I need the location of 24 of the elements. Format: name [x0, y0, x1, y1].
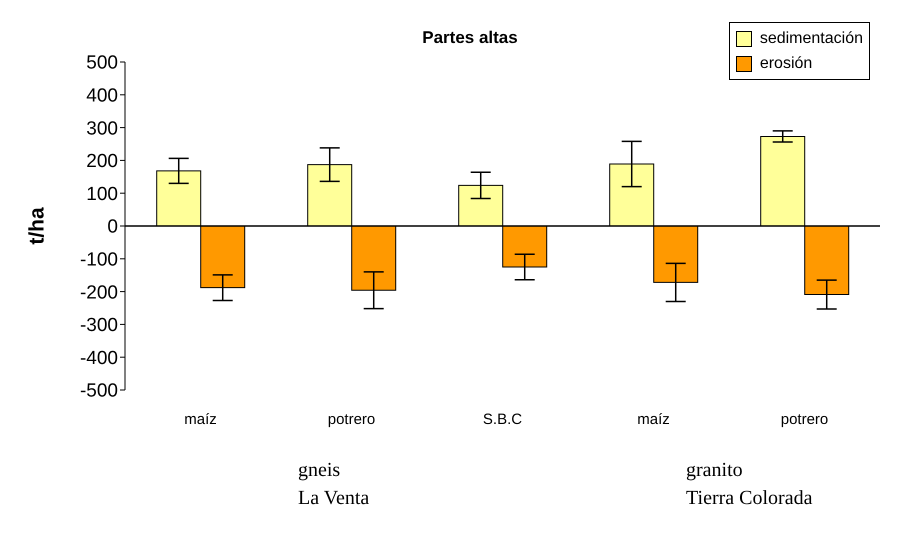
y-tick-label: -300	[80, 315, 118, 336]
legend-label: sedimentación	[760, 30, 863, 48]
y-tick-label: -100	[80, 250, 118, 271]
y-axis-title: t/ha	[25, 207, 48, 245]
text: gneis	[298, 459, 340, 482]
y-tick-label: 500	[86, 52, 118, 74]
y-tick-label: 300	[86, 118, 118, 140]
y-tick-label: -200	[80, 282, 118, 304]
y-tick-label: -400	[80, 348, 118, 369]
y-tick-label: -500	[80, 380, 118, 402]
x-tick-label: S.B.C	[482, 411, 522, 428]
text: La Venta	[298, 487, 370, 510]
text: granito	[686, 459, 743, 482]
x-tick-label: maíz	[637, 411, 670, 428]
y-tick-label: 0	[107, 216, 118, 238]
text: Tierra Colorada	[686, 487, 812, 510]
y-tick-label: 200	[86, 151, 118, 172]
x-tick-label: potrero	[780, 411, 828, 428]
y-tick-label: 400	[86, 86, 118, 107]
x-tick-label: maíz	[184, 411, 217, 428]
x-tick-label: potrero	[328, 411, 376, 428]
chart-title: Partes altas	[422, 28, 518, 47]
y-tick-label: 100	[86, 184, 118, 205]
legend-label: erosión	[760, 54, 812, 72]
